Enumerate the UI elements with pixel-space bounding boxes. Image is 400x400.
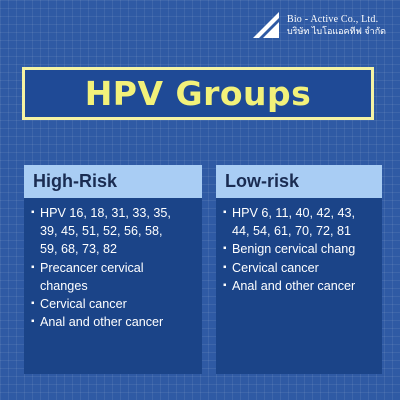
list-item: Cervical cancer <box>223 259 377 277</box>
list-item: HPV 6, 11, 40, 42, 43, 44, 54, 61, 70, 7… <box>223 204 377 240</box>
low-risk-heading: Low-risk <box>216 165 382 198</box>
list-item: Cervical cancer <box>31 295 197 313</box>
list-item: Benign cervical chang <box>223 240 377 258</box>
list-item: HPV 16, 18, 31, 33, 35, 39, 45, 51, 52, … <box>31 204 197 259</box>
high-risk-heading: High-Risk <box>24 165 202 198</box>
list-item: Anal and other cancer <box>223 277 377 295</box>
title-banner: HPV Groups <box>22 67 374 120</box>
triangle-sail-icon <box>252 12 279 38</box>
brand-logo: Bio - Active Co., Ltd. บริษัท ไบโอแอคทีฟ… <box>251 10 386 40</box>
low-risk-panel: Low-risk HPV 6, 11, 40, 42, 43, 44, 54, … <box>216 165 382 374</box>
brand-name-th: บริษัท ไบโอแอคทีฟ จำกัด <box>286 25 386 36</box>
high-risk-panel: High-Risk HPV 16, 18, 31, 33, 35, 39, 45… <box>24 165 202 374</box>
low-risk-list: HPV 6, 11, 40, 42, 43, 44, 54, 61, 70, 7… <box>223 204 377 295</box>
list-item: Anal and other cancer <box>31 313 197 331</box>
list-item: Precancer cervical changes <box>31 259 197 295</box>
high-risk-list: HPV 16, 18, 31, 33, 35, 39, 45, 51, 52, … <box>31 204 197 332</box>
low-risk-body: HPV 6, 11, 40, 42, 43, 44, 54, 61, 70, 7… <box>216 198 382 374</box>
high-risk-body: HPV 16, 18, 31, 33, 35, 39, 45, 51, 52, … <box>24 198 202 374</box>
page-title: HPV Groups <box>84 74 312 113</box>
brand-name-en: Bio - Active Co., Ltd. <box>286 14 379 26</box>
